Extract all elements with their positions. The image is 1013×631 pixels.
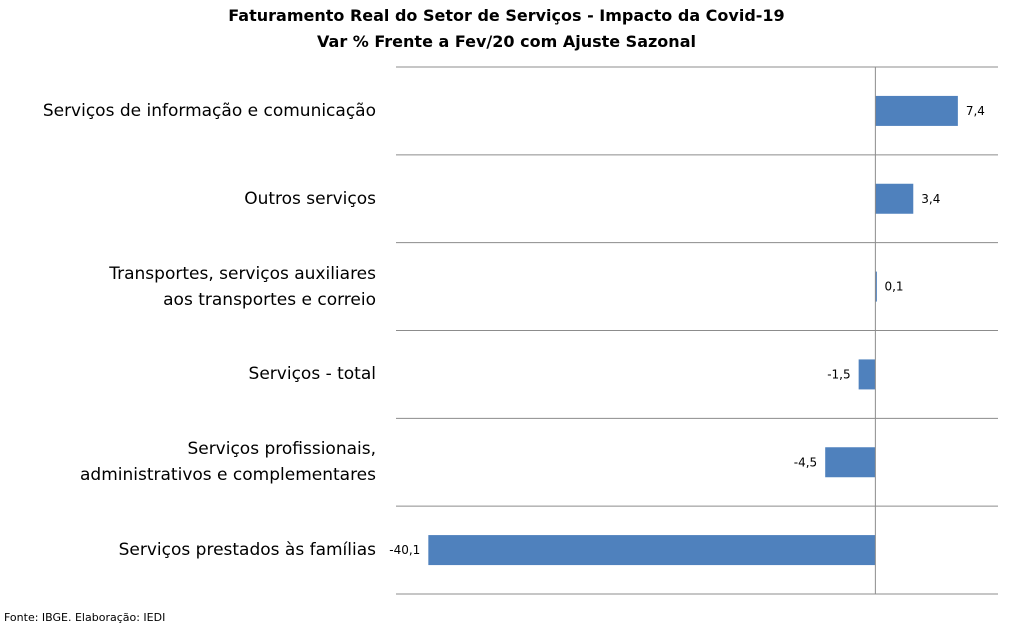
data-label: 7,4 — [966, 104, 985, 118]
category-label: Serviços prestados às famílias — [118, 540, 376, 561]
category-label: Outros serviços — [244, 188, 376, 209]
data-label: -40,1 — [389, 543, 420, 557]
bar — [875, 95, 958, 126]
chart-subtitle: Var % Frente a Fev/20 com Ajuste Sazonal — [317, 32, 696, 51]
data-label: -4,5 — [794, 455, 817, 469]
bar — [825, 447, 876, 478]
category-label: administrativos e complementares — [80, 465, 376, 486]
bar — [858, 359, 876, 390]
category-label: Serviços de informação e comunicação — [42, 100, 376, 121]
bar — [428, 535, 876, 566]
bar — [875, 183, 914, 214]
category-label: aos transportes e correio — [163, 289, 376, 310]
bar — [875, 271, 877, 302]
chart-title: Faturamento Real do Setor de Serviços - … — [228, 6, 785, 25]
source-note: Fonte: IBGE. Elaboração: IEDI — [4, 611, 166, 624]
category-label: Serviços profissionais, — [187, 439, 376, 460]
category-label: Transportes, serviços auxiliares — [109, 263, 376, 284]
data-label: 3,4 — [921, 192, 940, 206]
data-label: -1,5 — [827, 367, 850, 381]
data-label: 0,1 — [884, 280, 903, 294]
category-label: Serviços - total — [248, 364, 376, 385]
